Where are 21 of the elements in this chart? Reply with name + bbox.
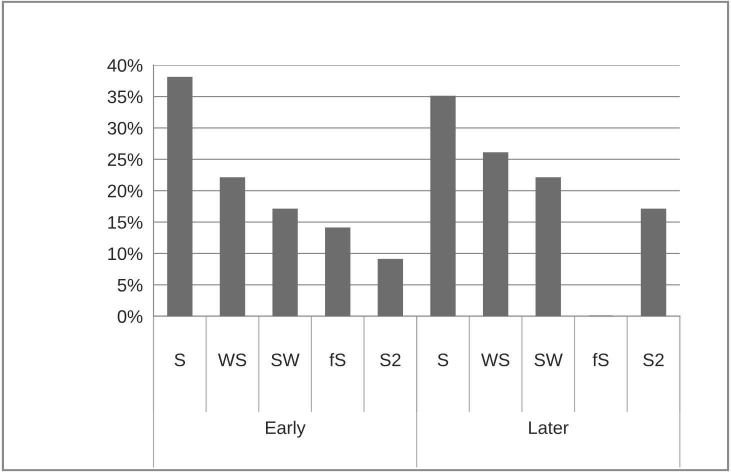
y-tick-label: 5%: [118, 278, 142, 292]
text: Later: [529, 421, 569, 434]
x-tick-label: S2: [380, 354, 400, 366]
y-tick-label: 35%: [108, 90, 142, 104]
y-tick-label: 20%: [108, 184, 142, 198]
x-tick-label: fS: [592, 353, 609, 366]
y-tick-label: 0%: [118, 310, 142, 323]
y-tick-label: 10%: [108, 247, 142, 260]
x-tick-label: WS: [481, 354, 510, 366]
y-tick-label: 30%: [108, 122, 142, 135]
y-tick-label: 25%: [108, 153, 142, 166]
x-tick-label: fS: [329, 353, 346, 366]
x-tick-label: WS: [218, 354, 246, 366]
x-tick-label: SW: [534, 354, 563, 366]
x-tick-label: S2: [643, 354, 664, 366]
x-tick-label: S: [174, 354, 186, 366]
y-tick-label: 40%: [107, 59, 142, 72]
text: Early: [266, 420, 306, 438]
y-tick-label: 15%: [108, 216, 142, 229]
x-tick-label: S: [438, 354, 448, 366]
x-tick-label: SW: [271, 354, 300, 366]
